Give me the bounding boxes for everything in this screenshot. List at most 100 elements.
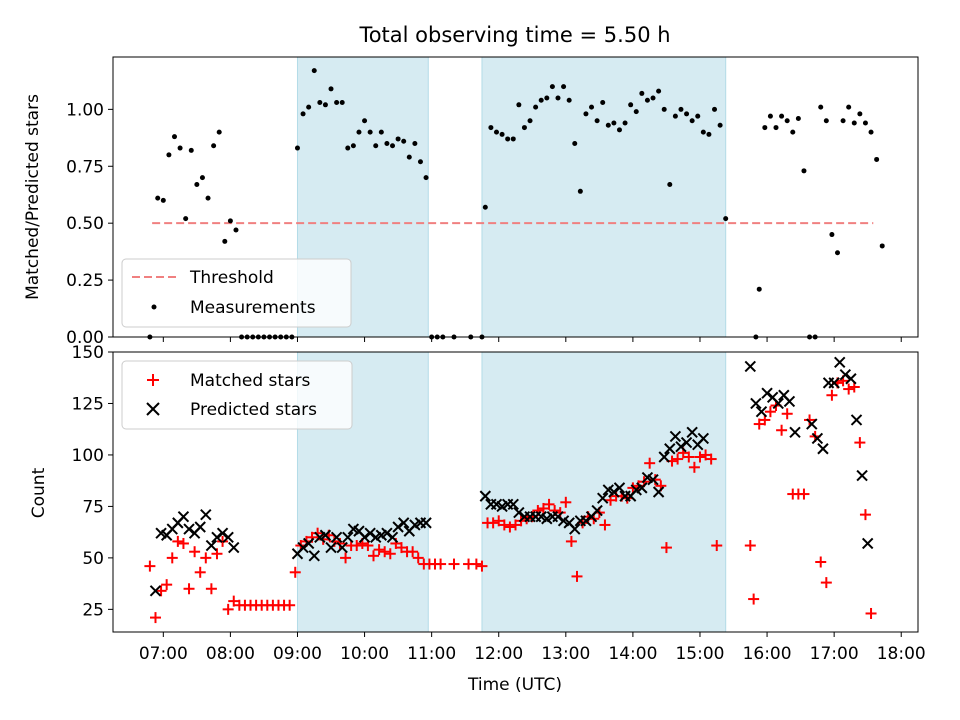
predicted-star-point <box>228 541 240 554</box>
predicted-star-point <box>580 515 592 527</box>
predicted-star-point <box>364 527 376 539</box>
predicted-star-point <box>386 531 399 544</box>
x-axis-label: Time (UTC) <box>467 675 562 695</box>
measurement-point <box>417 159 423 165</box>
figure-title: Total observing time = 5.50 h <box>358 23 670 47</box>
measurement-point <box>773 125 779 131</box>
matched-star-point <box>599 519 611 531</box>
matched-star-point <box>312 527 324 539</box>
matched-star-point <box>217 535 229 547</box>
x-tick-label: 08:00 <box>206 644 255 664</box>
matched-star-point <box>289 566 301 578</box>
measurement-point <box>334 100 340 106</box>
predicted-star-point <box>834 356 846 369</box>
measurements-legend-swatch <box>151 304 157 310</box>
y-tick-label: 0.25 <box>66 271 104 291</box>
observing-window <box>481 56 727 338</box>
predicted-star-point <box>658 451 670 463</box>
x-tick-label: 18:00 <box>877 644 926 664</box>
matched-star-point <box>748 593 760 605</box>
predicted-star-point <box>755 405 768 418</box>
measurement-point <box>851 120 857 126</box>
y-tick-label: 75 <box>82 497 104 517</box>
predicted-star-point <box>839 368 852 381</box>
measurement-point <box>695 113 701 119</box>
measurement-point <box>684 111 690 117</box>
observing-window <box>481 351 727 633</box>
matched-star-point <box>351 540 363 552</box>
predicted-star-point <box>856 469 868 482</box>
matched-star-point <box>144 560 156 572</box>
measurement-point <box>233 227 239 233</box>
matched-star-point <box>155 585 167 597</box>
measurement-point <box>199 175 205 181</box>
predicted-star-point <box>744 360 756 373</box>
bottom-legend-box <box>121 360 353 430</box>
x-tick-label: 15:00 <box>675 644 724 664</box>
measurement-point <box>661 106 667 112</box>
matched-star-point <box>222 603 234 615</box>
measurement-point <box>717 122 723 128</box>
matched-star-point <box>700 449 712 461</box>
measurement-point <box>171 134 177 140</box>
bottom-y-axis-label: Count <box>29 467 49 518</box>
measurement-point <box>412 141 418 147</box>
y-tick-label: 100 <box>72 446 104 466</box>
predicted-star-point <box>761 387 773 399</box>
predicted-legend-label: Predicted stars <box>190 400 317 420</box>
x-tick-label: 10:00 <box>340 644 389 664</box>
predicted-star-point <box>336 541 348 554</box>
measurement-point <box>712 106 718 112</box>
predicted-star-point <box>636 482 648 494</box>
predicted-legend-swatch <box>146 402 160 416</box>
predicted-star-point <box>319 529 332 541</box>
measurement-point <box>345 145 351 151</box>
predicted-star-point <box>381 527 393 539</box>
matched-star-point <box>744 540 756 552</box>
x-tick-label: 09:00 <box>273 644 322 664</box>
measurement-point <box>656 88 662 94</box>
x-tick-label: 11:00 <box>407 644 456 664</box>
predicted-star-point <box>569 523 581 535</box>
measurement-point <box>516 102 522 108</box>
predicted-star-point <box>591 504 603 517</box>
predicted-star-point <box>664 443 676 455</box>
measurement-point <box>639 90 645 96</box>
matched-star-point <box>859 509 871 521</box>
matched-star-point <box>510 519 521 531</box>
matched-star-point <box>194 566 206 578</box>
measurement-point <box>367 129 373 135</box>
matched-star-point <box>395 542 407 554</box>
measurement-point <box>874 156 880 162</box>
predicted-star-point <box>507 498 519 511</box>
measurement-point <box>633 109 639 115</box>
measurement-point <box>482 204 488 210</box>
x-tick-label: 13:00 <box>541 644 590 664</box>
measurement-point <box>194 181 200 187</box>
top-axes-frame <box>112 56 919 338</box>
measurement-point <box>784 118 790 124</box>
x-tick-label: 14:00 <box>608 644 657 664</box>
measurement-point <box>835 250 840 256</box>
measurement-point <box>795 115 801 121</box>
top-x-ticks <box>162 337 902 342</box>
predicted-star-point <box>325 541 337 554</box>
measurement-point <box>840 118 846 124</box>
matched-star-point <box>407 546 419 558</box>
matched-star-point <box>470 558 482 570</box>
measurement-point <box>384 141 390 147</box>
predicted-star-point <box>680 436 693 449</box>
measurement-point <box>211 143 217 149</box>
matched-star-point <box>764 406 776 418</box>
predicted-star-point <box>772 397 784 410</box>
measurement-point <box>322 102 328 108</box>
matched-star-point <box>172 535 184 547</box>
measurement-point <box>356 129 362 135</box>
matched-star-point <box>228 595 240 607</box>
predicted-star-point <box>222 531 234 544</box>
measurement-point <box>205 195 211 201</box>
measurement-point <box>572 141 578 147</box>
measurement-point <box>160 197 166 203</box>
predicted-star-point <box>308 550 320 562</box>
matched-star-point <box>504 521 516 533</box>
